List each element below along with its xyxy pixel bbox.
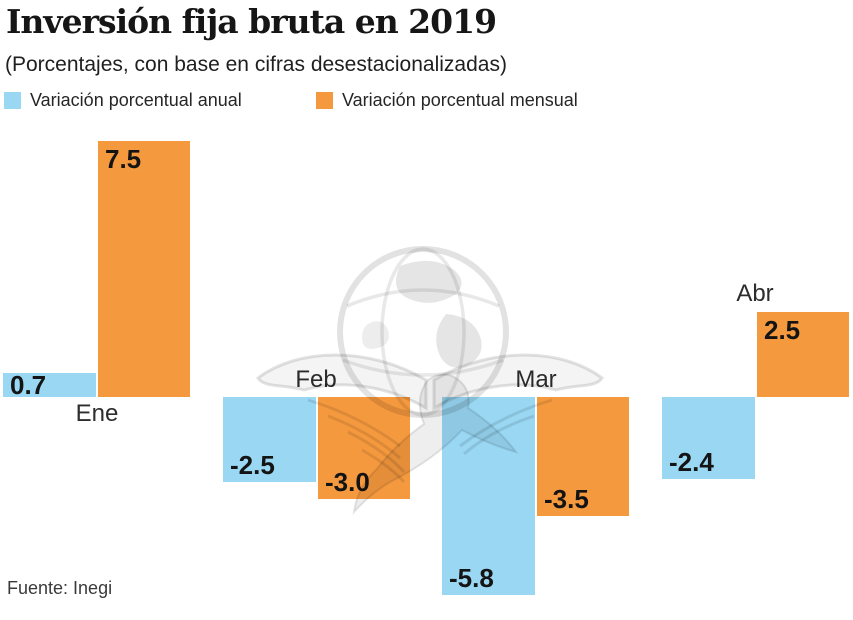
month-label-abr: Abr: [736, 280, 774, 307]
bar-value-label: 2.5: [764, 315, 801, 345]
bar-mensual-feb: -3.0: [318, 397, 410, 499]
bar-value-label: -3.5: [544, 484, 589, 514]
bar-value-label: -5.8: [449, 563, 494, 593]
source-note: Fuente: Inegi: [7, 578, 113, 598]
bar-anual-mar: -5.8: [442, 397, 535, 595]
bar-value-label: 7.5: [105, 144, 142, 174]
legend-label-anual: Variación porcentual anual: [30, 90, 242, 110]
month-label-ene: Ene: [75, 400, 119, 427]
chart-subtitle: (Porcentajes, con base en cifras desesta…: [5, 53, 507, 76]
bar-mensual-ene: 7.5: [98, 141, 190, 397]
bar-value-label: -2.4: [669, 447, 714, 477]
legend-item-mensual: Variación porcentual mensual: [316, 90, 578, 111]
legend-swatch-mensual-icon: [316, 92, 333, 109]
bar-mensual-abr: 2.5: [757, 312, 849, 397]
bar-anual-abr: -2.4: [662, 397, 755, 479]
legend-item-anual: Variación porcentual anual: [4, 90, 242, 111]
page-title: Inversión fija bruta en 2019: [6, 2, 497, 41]
bar-anual-ene: 0.7: [3, 370, 96, 400]
bar-value-label: -3.0: [325, 467, 370, 497]
bar-value-label: -2.5: [230, 450, 275, 480]
bar-mensual-mar: -3.5: [537, 397, 629, 516]
bar-value-label: 0.7: [10, 370, 47, 400]
legend-label-mensual: Variación porcentual mensual: [342, 90, 578, 110]
month-label-feb: Feb: [295, 366, 337, 393]
legend-swatch-anual-icon: [4, 92, 21, 109]
month-label-mar: Mar: [515, 366, 557, 393]
bar-anual-feb: -2.5: [223, 397, 316, 482]
